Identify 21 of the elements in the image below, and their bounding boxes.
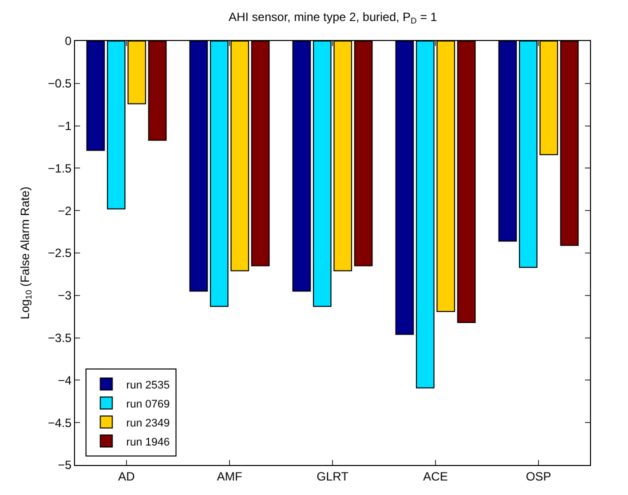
chart-title: AHI sensor, mine type 2, buried, P$_{D}$ = 1: [228, 10, 438, 26]
legend-label: run 0769: [126, 398, 170, 410]
x-tick-label: GLRT: [316, 469, 350, 484]
y-tick-label: −2.5: [48, 246, 72, 260]
y-tick-label: 0: [64, 34, 72, 48]
y-tick-label: −1: [58, 119, 72, 133]
x-tick-label: ACE: [423, 469, 448, 484]
x-tick-label: OSP: [526, 469, 552, 484]
legend-label: run 1946: [126, 436, 170, 448]
y-tick-label: −3.5: [48, 331, 72, 345]
y-tick-label: −4: [58, 373, 72, 388]
legend-label: run 2349: [126, 417, 170, 430]
legend-label: run 2535: [126, 379, 170, 392]
y-tick-label: −1.5: [48, 161, 72, 176]
x-tick-label: AD: [118, 469, 136, 484]
y-tick-label: −2: [58, 204, 72, 218]
y-tick-label: −0.5: [48, 76, 72, 91]
x-tick-label: AMF: [216, 469, 242, 484]
y-tick-label: −4.5: [48, 416, 72, 430]
y-tick-label: −3: [58, 288, 72, 303]
y-tick-label: −5: [58, 458, 72, 472]
